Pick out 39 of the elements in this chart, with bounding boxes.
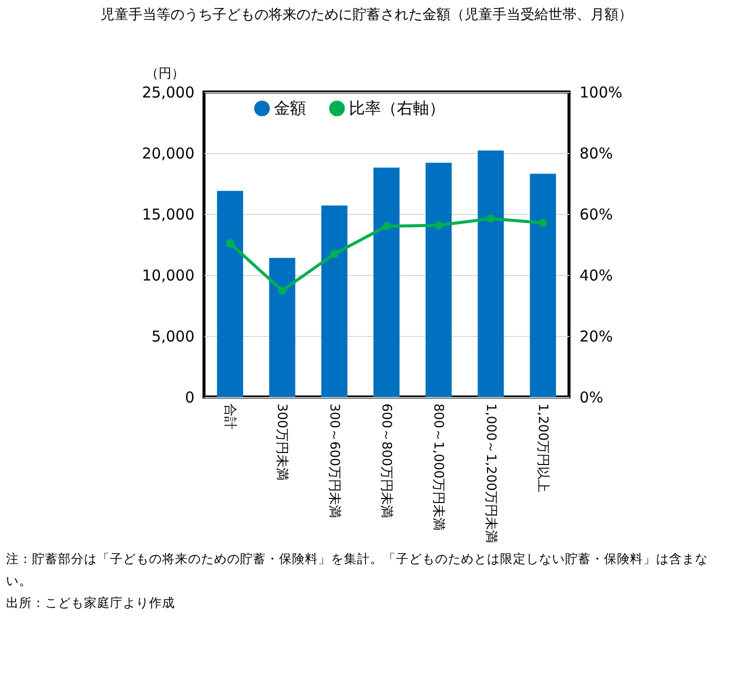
legend-label: 金額: [274, 98, 306, 118]
point: [382, 222, 391, 230]
bar: [373, 168, 400, 397]
x-tick-label: 600～800万円未満: [378, 404, 394, 518]
x-tick-label: 800～1,000万円未満: [430, 404, 446, 531]
x-tick-label: 300～600万円未満: [326, 404, 342, 518]
chart-title: 児童手当等のうち子どもの将来のために貯蓄された金額（児童手当受給世帯、月額）: [100, 7, 632, 23]
text: 注：貯蓄部分は「子どもの将来のための貯蓄・保険料」を集計。「子どものためとは限定しない貯蓄・保険料」は含まない。: [6, 550, 709, 590]
y-tick-label: 25,000: [142, 84, 194, 102]
y2-tick-label: 100%: [580, 84, 622, 102]
bar: [321, 205, 348, 397]
y-tick-label: 10,000: [142, 266, 194, 284]
point: [226, 239, 234, 248]
bar: [478, 150, 504, 397]
y2-tick-label: 20%: [580, 328, 613, 346]
legend-label: 比率（右軸）: [349, 98, 445, 118]
y-tick-label: 5,000: [152, 328, 194, 346]
y2-tick-label: 60%: [580, 206, 613, 224]
point: [434, 221, 443, 230]
y-axis-title: （円）: [146, 66, 184, 82]
x-tick-label: 1,200万円以上: [534, 404, 550, 493]
point: [330, 250, 339, 258]
text: 出所：こども家庭庁より作成: [6, 594, 176, 612]
y-tick-label: 15,000: [142, 206, 194, 224]
y2-tick-label: 0%: [580, 388, 604, 406]
x-tick-label: 合計: [222, 404, 238, 430]
bar: [426, 162, 452, 397]
y2-tick-label: 40%: [580, 266, 613, 284]
y-tick-label: 20,000: [142, 144, 194, 162]
x-tick-label: 300万円未満: [274, 404, 290, 480]
point: [538, 218, 548, 228]
bar: [530, 174, 556, 397]
point: [278, 286, 286, 295]
bar: [269, 258, 296, 397]
point: [486, 214, 495, 223]
x-tick-label: 1,000～1,200万円未満: [482, 404, 498, 543]
y2-tick-label: 80%: [580, 144, 613, 162]
y-tick-label: 0: [184, 388, 194, 406]
bar: [217, 190, 244, 397]
